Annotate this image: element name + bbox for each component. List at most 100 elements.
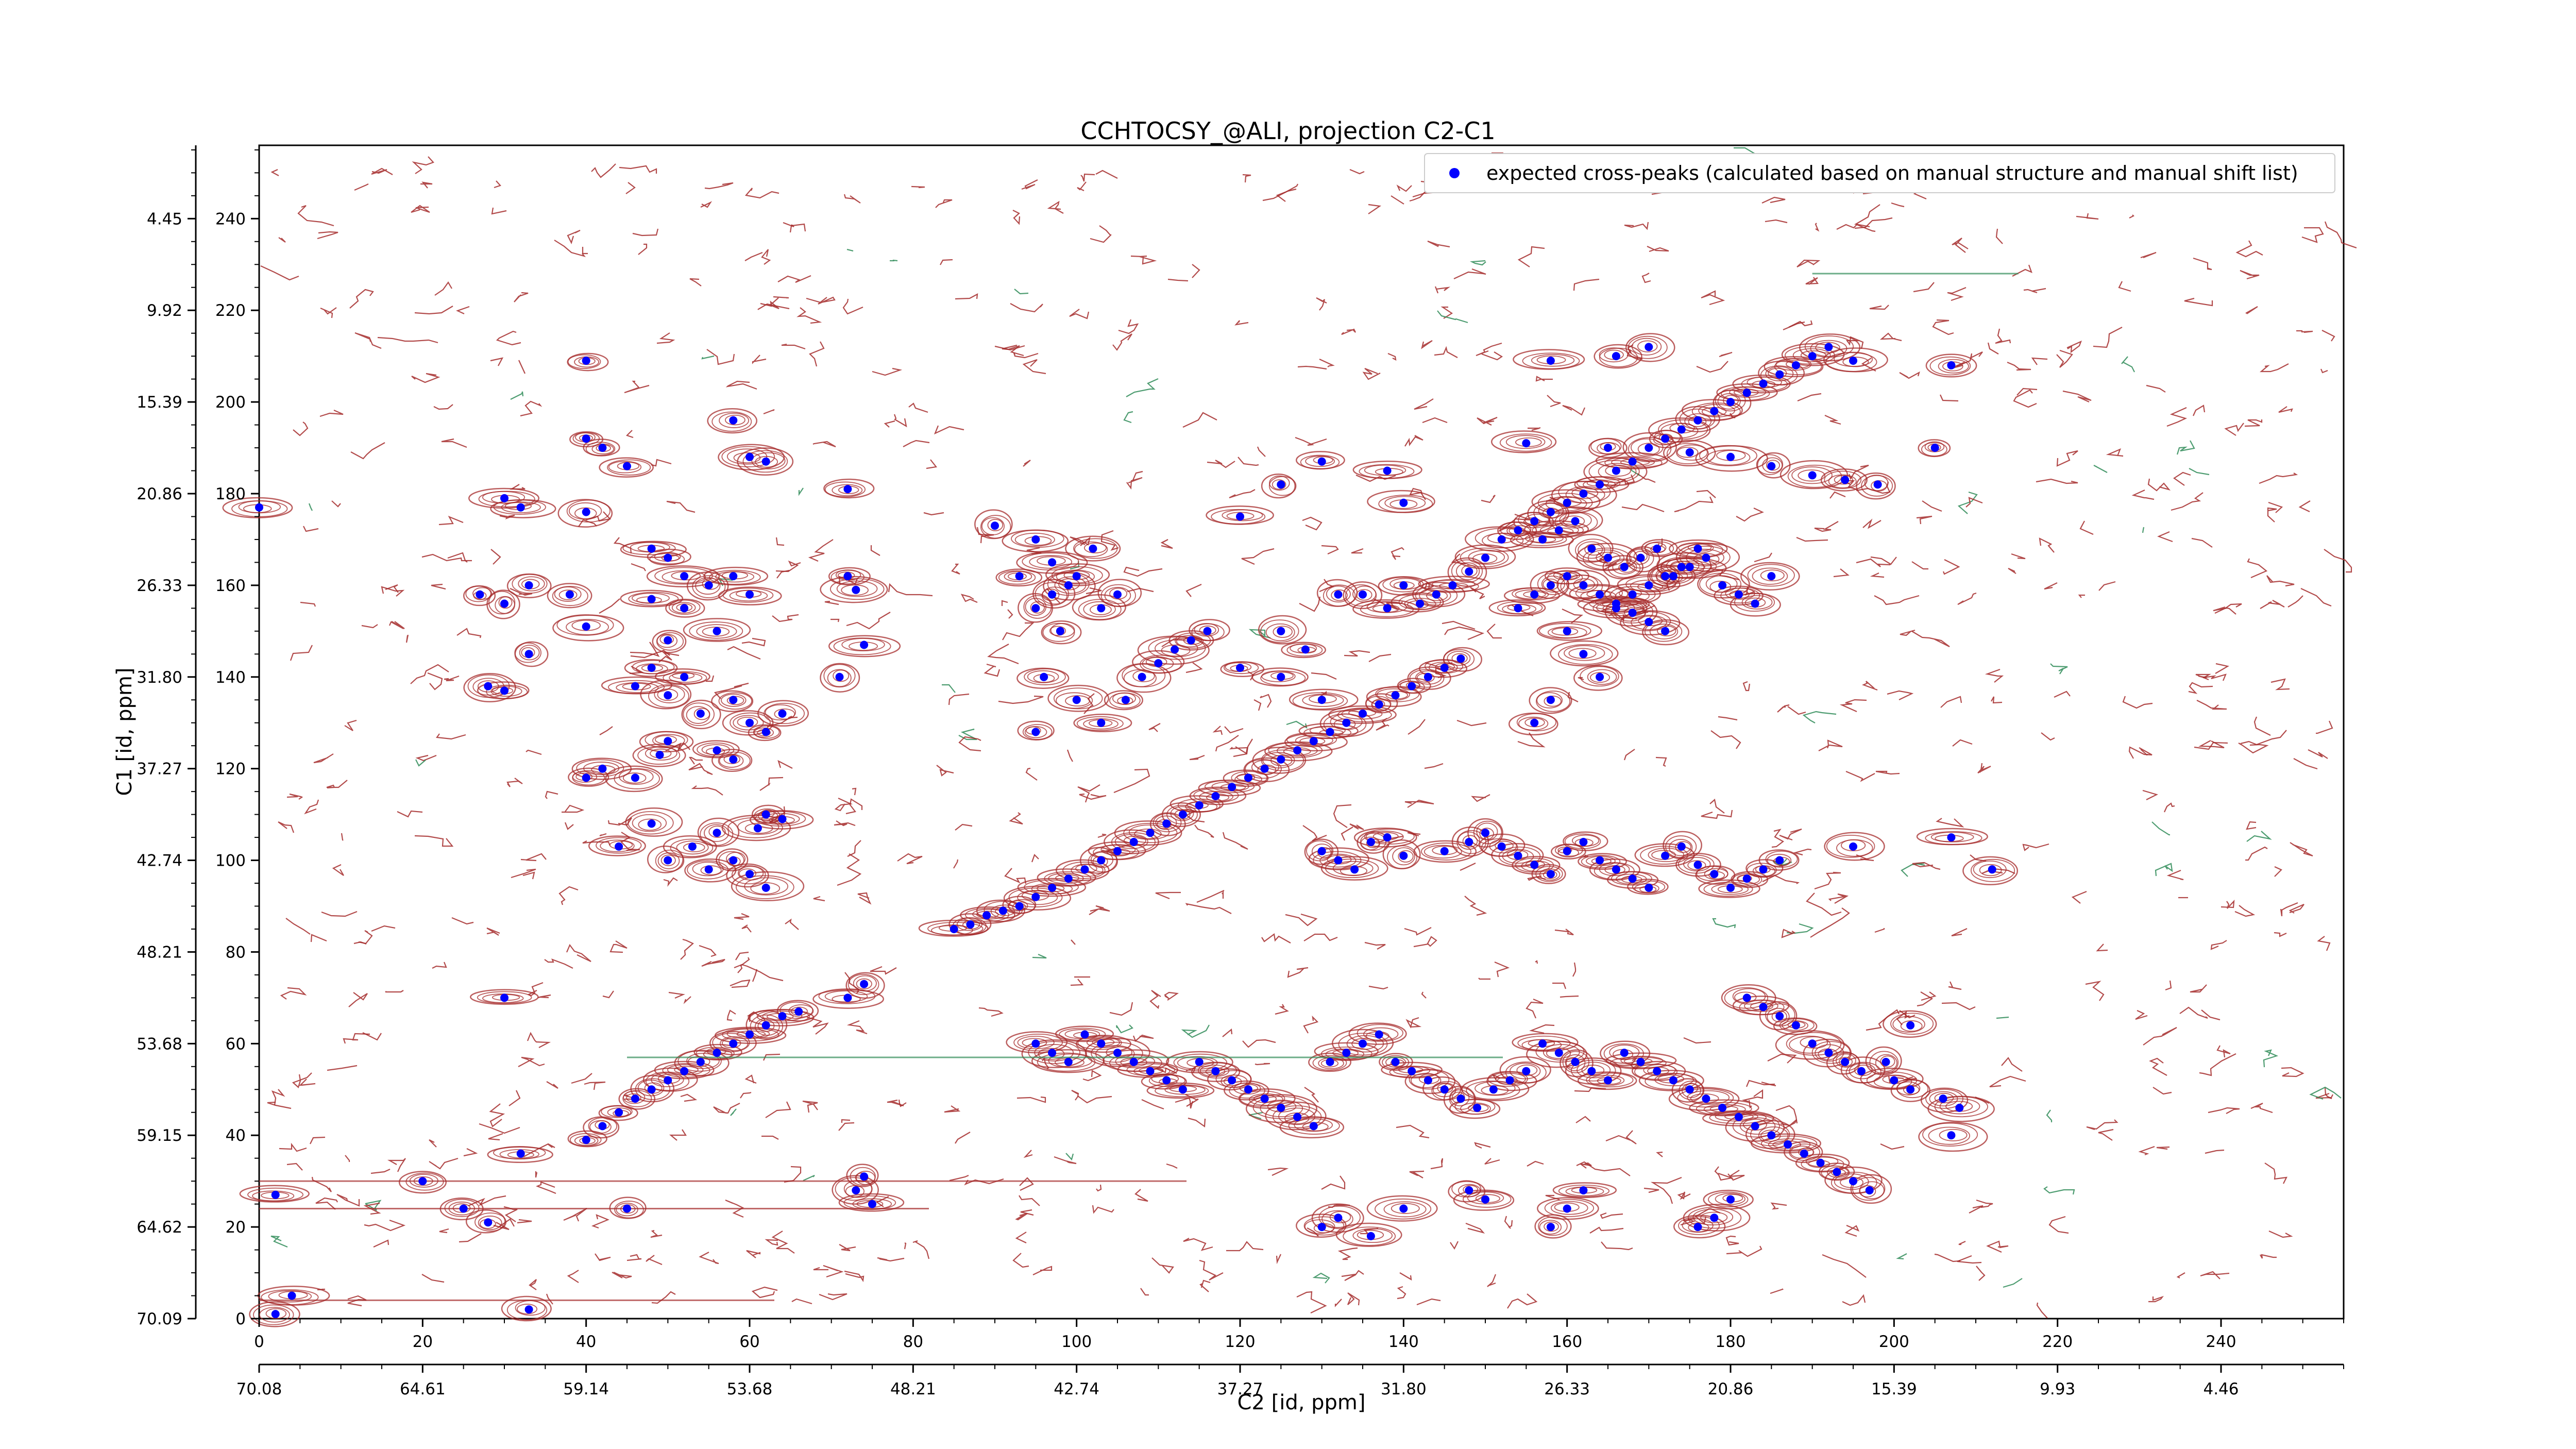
noise-contour <box>773 296 789 299</box>
cross-peak-marker <box>1465 838 1473 846</box>
cross-peak-marker <box>1359 709 1367 718</box>
peak-contour <box>1083 601 1116 617</box>
plot-area <box>222 144 2357 1327</box>
cross-peak-marker <box>500 599 509 608</box>
noise-contour <box>630 649 670 659</box>
noise-contour <box>546 1293 553 1305</box>
noise-contour <box>591 1214 609 1229</box>
peak-contour <box>750 882 781 895</box>
cross-peak-marker <box>1587 1067 1596 1075</box>
noise-contour <box>1130 255 1157 265</box>
noise-contour <box>1554 929 1574 936</box>
peak-contour <box>1318 1205 1361 1229</box>
peak-contour <box>398 1171 447 1194</box>
peak-contour <box>1875 1054 1897 1072</box>
peak-contour <box>512 574 548 594</box>
peak-contour <box>624 659 678 677</box>
noise-contour <box>2208 1107 2240 1114</box>
noise-contour <box>2200 1271 2230 1279</box>
peak-contour <box>1690 1093 1719 1104</box>
noise-contour <box>1796 536 1828 542</box>
peak-contour <box>1249 1093 1283 1106</box>
noise-contour <box>2163 802 2175 813</box>
peak-contour <box>1512 587 1557 601</box>
cross-peak-marker <box>1726 398 1735 407</box>
noise-contour <box>2179 1006 2208 1019</box>
peak-contour <box>765 704 796 721</box>
noise-contour <box>2192 405 2206 416</box>
noise-contour <box>1517 732 1546 748</box>
peak-contour <box>757 700 809 727</box>
cross-peak-marker <box>1097 718 1106 727</box>
noise-contour <box>2246 821 2257 830</box>
cross-peak-marker <box>1121 696 1130 704</box>
peak-contour <box>1365 831 1404 843</box>
peak-contour <box>1333 718 1356 730</box>
cross-peak-marker <box>476 590 484 599</box>
peak-contour <box>1479 828 1494 840</box>
cross-peak-marker <box>1833 1168 1841 1176</box>
noise-contour <box>1167 278 1189 282</box>
noise-contour <box>1413 936 1437 948</box>
noise-contour <box>680 938 694 960</box>
cross-peak-marker <box>1546 357 1555 365</box>
peak-contour <box>1074 541 1108 558</box>
peak-contour <box>1799 333 1861 362</box>
noise-contour <box>1575 1116 1591 1123</box>
noise-contour <box>1132 470 1143 481</box>
cross-peak-marker <box>1350 865 1359 874</box>
noise-contour <box>806 1016 829 1035</box>
noise-contour <box>1164 991 1179 1001</box>
peak-contour <box>749 810 814 830</box>
noise-contour <box>1934 1253 1961 1262</box>
cross-peak-marker <box>1824 343 1833 351</box>
noise-contour <box>2016 387 2038 396</box>
peak-contour <box>261 1289 319 1305</box>
peak-contour <box>1552 1182 1617 1199</box>
cross-peak-marker <box>1726 1195 1735 1204</box>
noise-contour <box>1870 572 1885 578</box>
noise-contour <box>415 754 437 762</box>
peak-contour <box>1329 1211 1351 1223</box>
peak-contour <box>1505 435 1546 449</box>
peak-contour <box>1004 571 1032 582</box>
noise-contour <box>2171 492 2204 511</box>
noise-contour <box>1805 277 1819 285</box>
peak-contour <box>222 497 293 518</box>
peak-contour <box>1055 1025 1114 1042</box>
peak-contour <box>718 692 752 710</box>
peak-contour <box>764 702 805 724</box>
peak-contour <box>1455 562 1480 580</box>
cross-peak-marker <box>1628 590 1637 599</box>
cross-peak-marker <box>1596 856 1604 865</box>
peak-contour <box>1671 1078 1704 1103</box>
peak-contour <box>1550 1201 1588 1215</box>
noise-contour <box>1989 1075 2026 1088</box>
noise-contour <box>336 1193 360 1207</box>
cross-peak-marker <box>631 682 639 690</box>
peak-contour <box>1826 835 1875 858</box>
noise-contour <box>1360 1227 1379 1235</box>
peak-contour <box>1451 559 1483 583</box>
peak-contour <box>1458 831 1480 850</box>
cross-peak-marker <box>950 925 958 933</box>
peak-contour <box>1638 1070 1704 1091</box>
noise-contour <box>1112 333 1132 351</box>
peak-contour <box>1189 786 1247 805</box>
peak-contour <box>751 452 786 469</box>
noise-contour <box>704 182 734 190</box>
cross-peak-marker <box>745 452 754 461</box>
noise-contour <box>535 1171 538 1178</box>
noise-contour <box>2098 581 2116 591</box>
cross-peak-marker <box>664 737 672 746</box>
cross-peak-marker <box>1399 1204 1408 1213</box>
peak-contour <box>731 865 766 885</box>
noise-contour <box>1958 1241 1966 1245</box>
cross-peak-marker <box>1080 865 1089 874</box>
y-tick-label: 0 <box>235 1310 246 1328</box>
cross-peak-marker <box>1816 1158 1825 1167</box>
x-ppm-tick-label: 15.39 <box>1871 1380 1917 1399</box>
peak-contour <box>1357 1024 1403 1042</box>
peak-contour <box>828 567 871 586</box>
peak-contour <box>1920 1087 1969 1113</box>
